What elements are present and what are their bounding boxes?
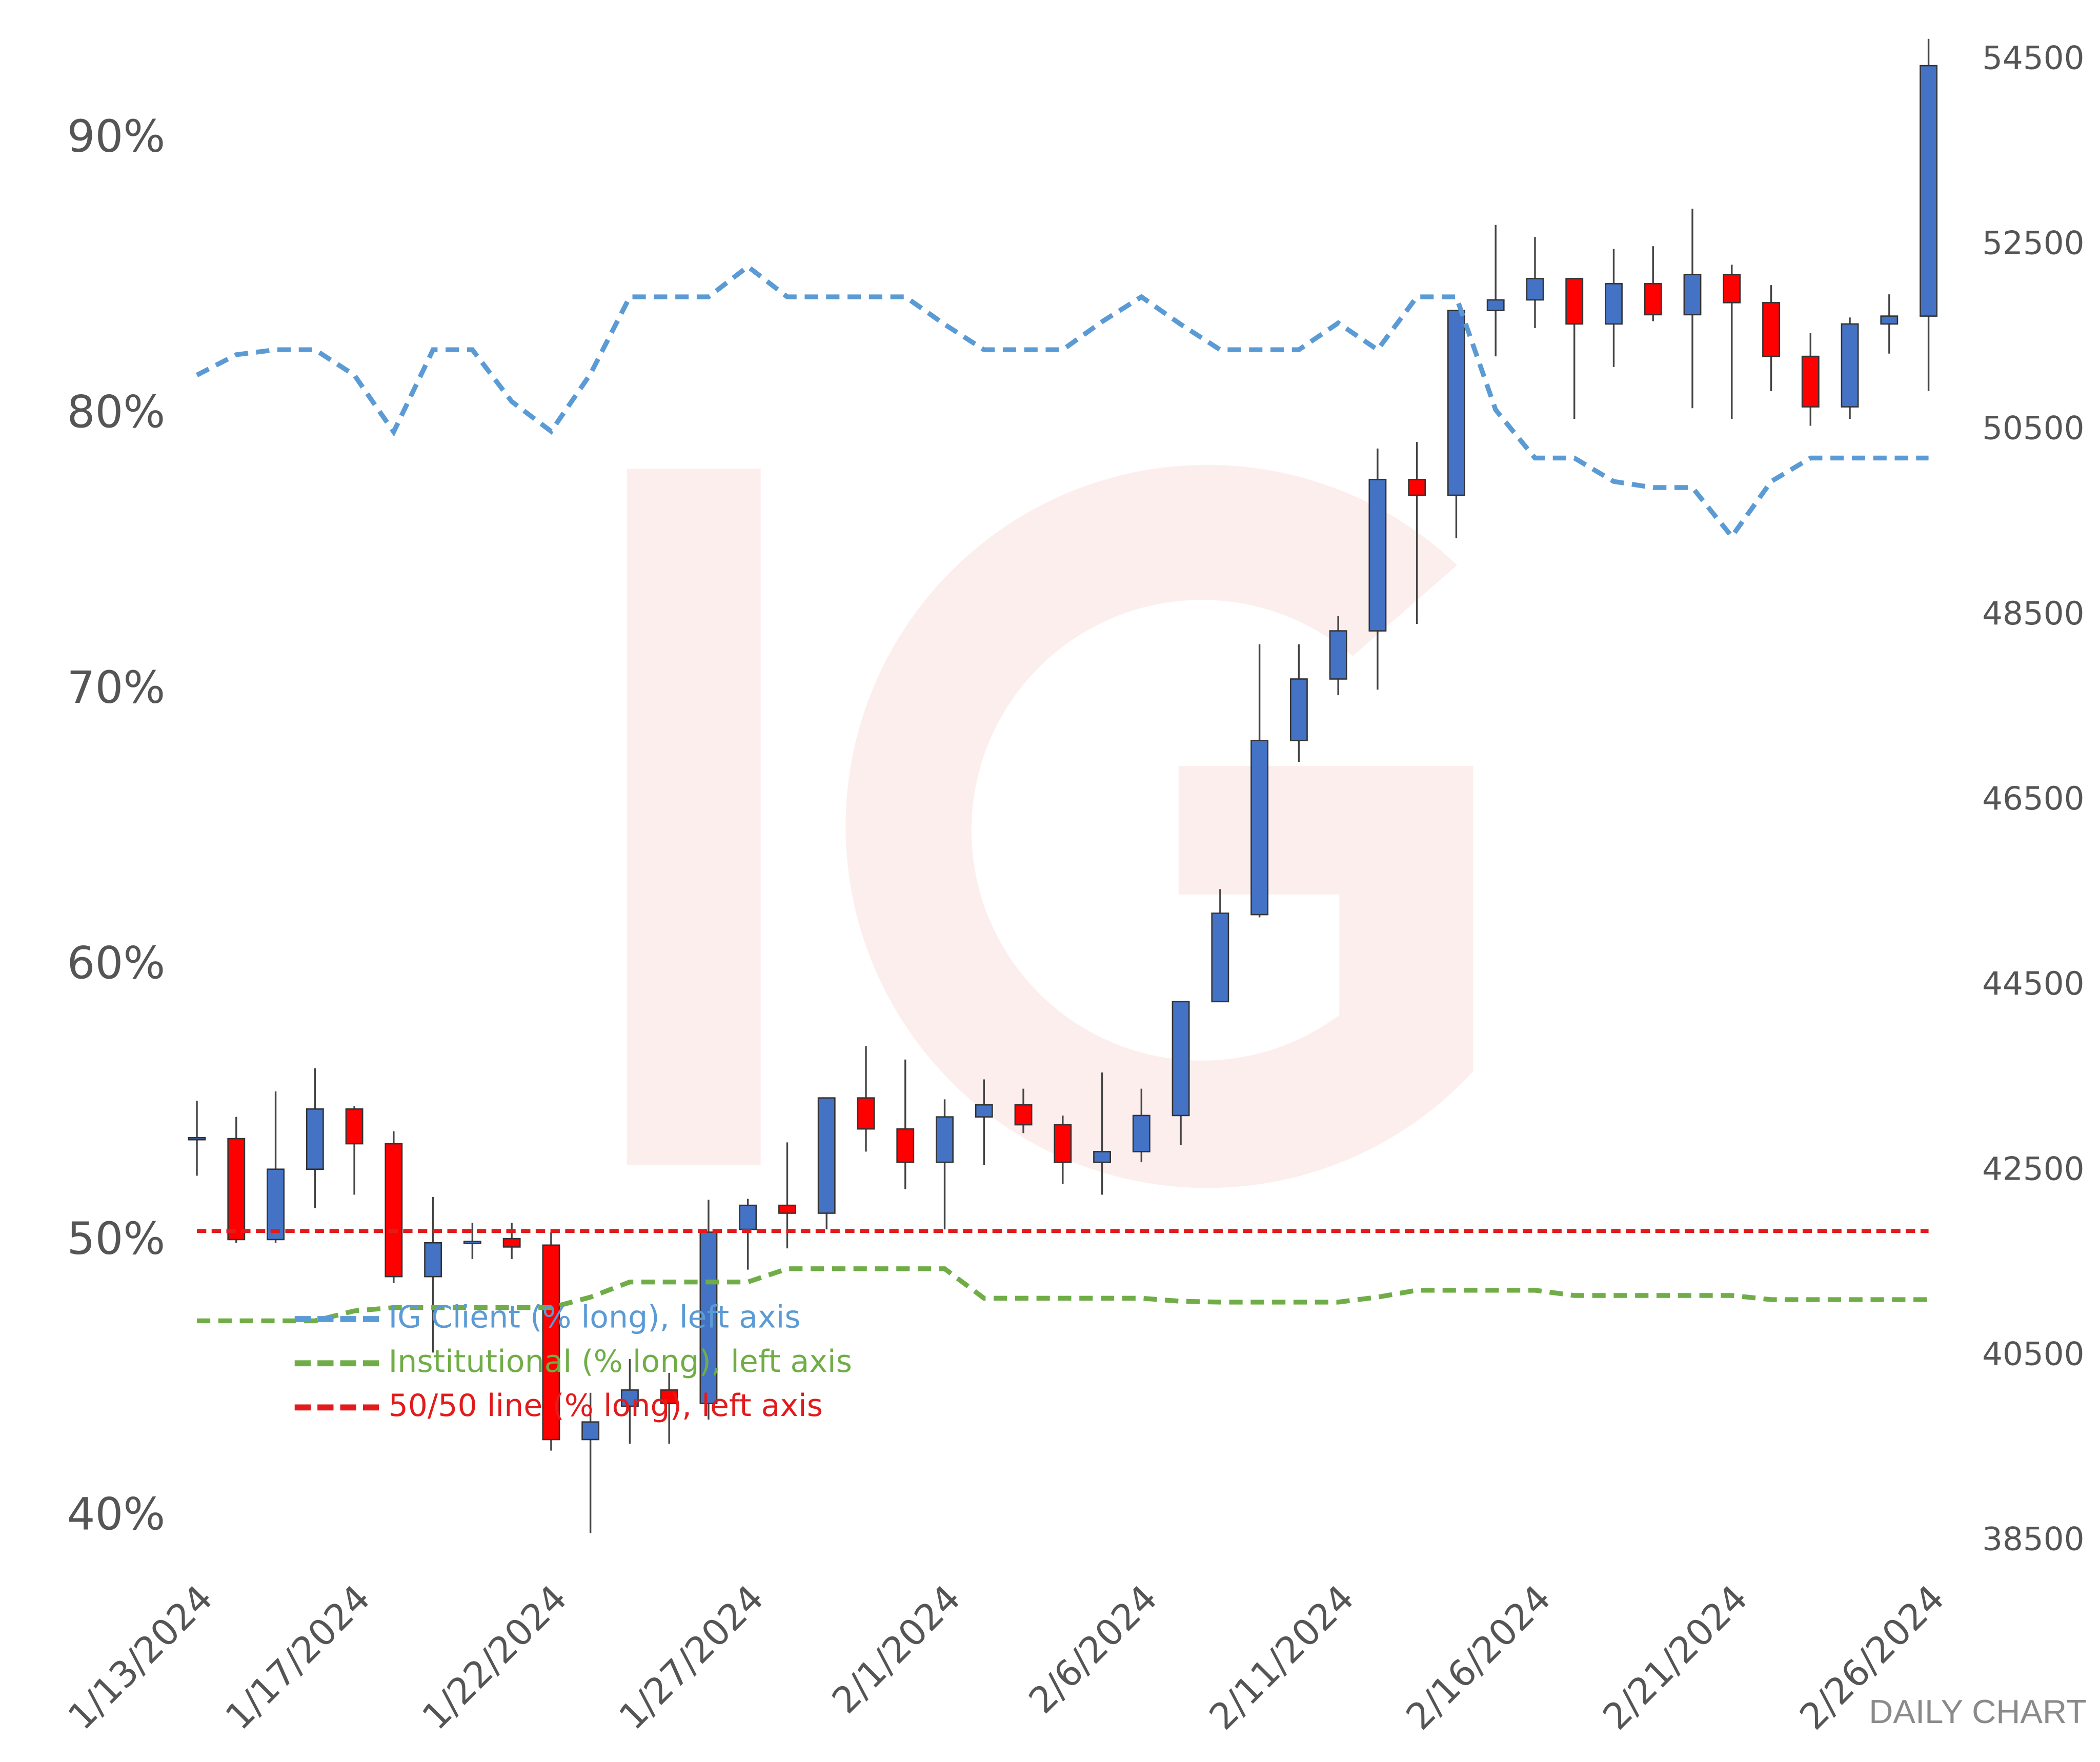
chart-annotation: DAILY CHART <box>1869 1693 2087 1730</box>
y-tick-label: 90% <box>67 111 166 163</box>
y2-tick-label: 50500 <box>1982 410 2084 447</box>
x-tick-label: 1/17/2024 <box>217 1577 378 1738</box>
y2-tick-label: 48500 <box>1982 595 2084 632</box>
candle-body <box>1683 274 1702 316</box>
candle-body <box>699 1231 718 1404</box>
candle-body <box>267 1168 285 1241</box>
y-tick-label: 50% <box>67 1213 166 1265</box>
candle-body <box>1132 1115 1150 1152</box>
candle-body <box>306 1108 324 1170</box>
legend-label: IG Client (% long), left axis <box>389 1300 801 1335</box>
candle-body <box>1486 299 1505 312</box>
candles <box>188 38 1938 1533</box>
y-tick-label: 40% <box>67 1489 166 1541</box>
candle-body <box>1172 1001 1190 1117</box>
legend-label: 50/50 line (% long), left axis <box>389 1388 823 1424</box>
candle-body <box>188 1137 206 1141</box>
candle-body <box>424 1242 442 1278</box>
candle-body <box>227 1138 246 1241</box>
y2-tick-label: 44500 <box>1982 965 2084 1002</box>
x-tick-label: 2/16/2024 <box>1398 1577 1559 1738</box>
y-tick-label: 60% <box>67 938 166 989</box>
y2-tick-label: 52500 <box>1982 225 2084 262</box>
candle-body <box>1762 302 1780 357</box>
candle-body <box>1565 278 1584 325</box>
watermark <box>627 464 1473 1188</box>
x-tick-label: 1/27/2024 <box>611 1577 772 1738</box>
candle-body <box>1289 678 1308 741</box>
candle-body <box>1605 283 1623 325</box>
y-tick-label: 70% <box>67 662 166 714</box>
x-tick-label: 1/13/2024 <box>60 1577 221 1738</box>
candle-body <box>345 1108 364 1145</box>
candle-body <box>936 1116 954 1163</box>
candle-body <box>1250 740 1269 916</box>
candle-body <box>1014 1104 1033 1126</box>
x-tick-label: 1/22/2024 <box>414 1577 575 1738</box>
y2-tick-label: 46500 <box>1982 780 2084 817</box>
candle-body <box>621 1389 639 1407</box>
y2-tick-label: 42500 <box>1982 1150 2084 1187</box>
candle-body <box>542 1244 560 1441</box>
candle-body <box>1447 310 1465 496</box>
candle-body <box>817 1097 836 1214</box>
candle-body <box>581 1421 600 1441</box>
candle-body <box>1526 278 1544 301</box>
candle-body <box>1054 1124 1072 1163</box>
y2-tick-label: 54500 <box>1982 39 2084 76</box>
series-line <box>197 1266 1929 1324</box>
candle-body <box>1368 479 1387 632</box>
candle-body <box>463 1241 481 1244</box>
candle-body <box>1211 913 1229 1003</box>
candle-body <box>1723 274 1741 303</box>
series-line <box>195 263 1929 541</box>
candle-body <box>975 1104 993 1118</box>
legend: IG Client (% long), left axis Institution… <box>294 1300 852 1424</box>
candle-body <box>896 1128 915 1163</box>
candle-body <box>1408 479 1426 496</box>
candle-body <box>1801 355 1820 408</box>
candle-body <box>502 1238 521 1248</box>
candle-body <box>1880 315 1899 325</box>
x-tick-label: 2/1/2024 <box>824 1577 968 1722</box>
candle-body <box>857 1097 875 1130</box>
y2-tick-label: 38500 <box>1982 1521 2084 1558</box>
candle-body <box>660 1389 678 1404</box>
candle-body <box>1329 630 1347 680</box>
x-tick-label: 2/21/2024 <box>1595 1577 1756 1738</box>
x-tick-label: 2/6/2024 <box>1021 1577 1165 1722</box>
legend-label: Institutional (% long), left axis <box>389 1344 852 1380</box>
candle-body <box>739 1204 757 1230</box>
x-tick-label: 2/11/2024 <box>1201 1577 1362 1738</box>
y-tick-label: 80% <box>67 387 166 438</box>
candle-body <box>1644 283 1662 316</box>
candle-body <box>1920 65 1938 317</box>
candle-body <box>778 1204 796 1214</box>
candle-body <box>1093 1151 1112 1163</box>
candle-body <box>1841 323 1859 408</box>
y2-tick-label: 40500 <box>1982 1335 2084 1373</box>
candle-body <box>385 1143 403 1278</box>
